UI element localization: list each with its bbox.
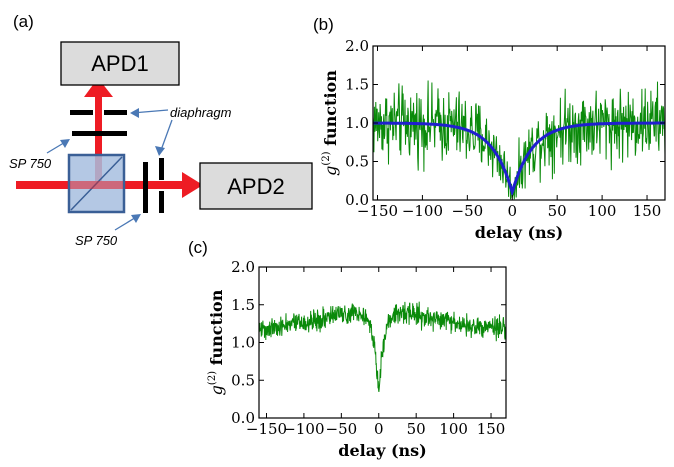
- diaphragm-right-lower: [159, 191, 164, 213]
- apd2-label: APD2: [227, 174, 284, 199]
- x-tick-label: 0: [374, 420, 384, 438]
- x-tick-label: 150: [633, 202, 662, 220]
- x-tick-label: −150: [357, 202, 398, 220]
- panel-label-c: (c): [188, 238, 208, 257]
- arrow-head-icon: [60, 139, 70, 148]
- plot-frame: [258, 266, 507, 419]
- filter-right: [143, 162, 148, 213]
- y-tick-label: 0.5: [231, 371, 255, 389]
- y-tick-label: 0.0: [345, 191, 369, 209]
- x-tick-label: −50: [452, 202, 484, 220]
- arrow-right-icon: [182, 172, 203, 198]
- y-tick-label: 1.0: [231, 334, 255, 352]
- chart-b: −150 −100 −50 0 50 100 150 0.0 0.5 1.0 1.5 2.0 delay…: [321, 37, 666, 242]
- panel-label-a: (a): [13, 12, 34, 31]
- series-noisy-data-c: [259, 301, 506, 392]
- x-tick-label: 50: [548, 202, 567, 220]
- beam-through-cube: [70, 181, 123, 189]
- x-axis-label: delay (ns): [338, 441, 426, 460]
- series-noisy-data-b: [373, 80, 665, 200]
- x-tick-label: 100: [588, 202, 617, 220]
- diaphragm-right-blade: [104, 110, 127, 115]
- y-tick-label: 0.0: [231, 409, 255, 427]
- filter-top: [72, 131, 127, 136]
- y-tick-label: 1.5: [231, 296, 255, 314]
- panel-label-b: (b): [313, 15, 334, 34]
- y-axis-label: g(2) function: [321, 70, 340, 176]
- arrow-head-icon: [130, 108, 139, 118]
- diaphragm-left-blade: [70, 110, 93, 115]
- apd1-label: APD1: [91, 51, 148, 76]
- x-tick-label: −100: [402, 202, 443, 220]
- diaphragm-label: diaphragm: [170, 105, 232, 120]
- x-tick-label: −150: [246, 420, 287, 438]
- x-axis-label: delay (ns): [475, 223, 563, 242]
- y-axis-label: g(2) function: [207, 289, 226, 395]
- y-tick-label: 2.0: [345, 37, 369, 55]
- y-tick-label: 0.5: [345, 153, 369, 171]
- filter-label-bottom: SP 750: [75, 233, 118, 248]
- diaphragm-right-upper: [159, 158, 164, 180]
- setup-diagram: APD1 APD2 diaphragm SP 750 SP 750: [9, 41, 313, 248]
- y-tick-label: 1.0: [345, 114, 369, 132]
- arrow-head-icon: [131, 214, 141, 223]
- filter-label-top: SP 750: [9, 156, 52, 171]
- chart-c: −150−100 −50 0 50 100 150 0.0 0.5 1.0 1.5 2.0 delay…: [207, 258, 507, 460]
- x-tick-label: −100: [283, 420, 324, 438]
- series-fit-b: [373, 121, 665, 197]
- x-tick-label: 150: [477, 420, 506, 438]
- y-tick-label: 1.5: [345, 76, 369, 94]
- y-tick-label: 2.0: [231, 258, 255, 276]
- beam-vertical: [95, 93, 102, 187]
- x-tick-label: −50: [326, 420, 358, 438]
- x-tick-label: 100: [439, 420, 468, 438]
- apd1-box: [60, 41, 180, 86]
- beamsplitter-diagonal: [70, 156, 123, 211]
- arrow-head-icon: [155, 146, 165, 156]
- apd2-box: [199, 162, 313, 210]
- x-tick-label: 50: [407, 420, 426, 438]
- arrow-up-icon: [84, 78, 113, 97]
- x-tick-label: 0: [507, 202, 517, 220]
